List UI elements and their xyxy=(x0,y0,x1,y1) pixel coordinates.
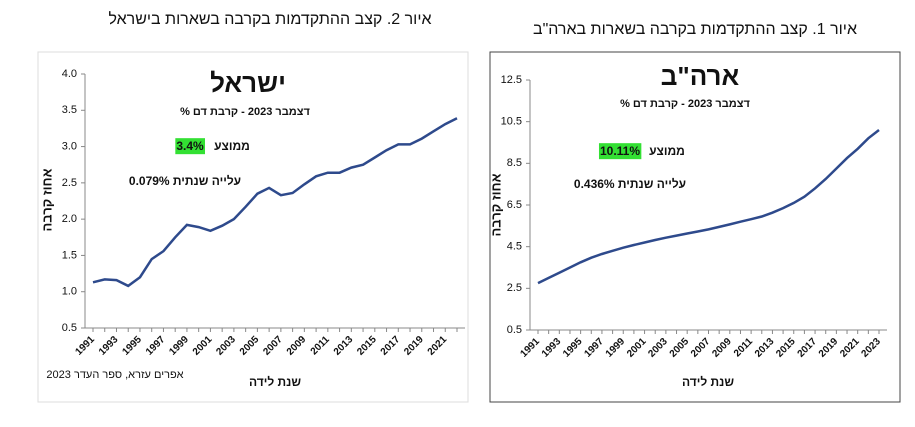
chart-title: ישראל xyxy=(210,68,286,98)
data-line xyxy=(537,129,880,285)
y-tick-label: 0.5 xyxy=(507,324,522,336)
x-tick-label: 2005 xyxy=(238,334,262,358)
y-tick-label: 1.5 xyxy=(62,249,77,261)
x-tick-label: 2009 xyxy=(710,336,734,360)
average-value: 3.4% xyxy=(176,139,204,153)
caption: איור 1. קצב ההתקדמות בקרבה בשארות בארה"ב xyxy=(533,21,857,38)
x-tick-label: 1999 xyxy=(604,336,628,360)
y-tick-label: 4.0 xyxy=(62,68,77,80)
y-tick-label: 6.5 xyxy=(507,199,522,211)
annual-growth: עלייה שנתית 0.436% xyxy=(574,177,686,191)
x-tick-label: 2009 xyxy=(285,334,309,358)
x-tick-label: 1991 xyxy=(518,336,542,360)
x-tick-label: 2021 xyxy=(426,334,450,358)
x-tick-label: 2001 xyxy=(625,336,649,360)
y-tick-label: 1.0 xyxy=(62,286,77,298)
x-tick-label: 1991 xyxy=(73,334,97,358)
x-tick-label: 2013 xyxy=(332,334,356,358)
y-tick-label: 2.5 xyxy=(62,177,77,189)
x-tick-label: 1997 xyxy=(582,336,606,360)
highlight xyxy=(175,138,206,155)
y-tick-label: 4.5 xyxy=(507,241,522,253)
y-axis-label: אחוז קרבה xyxy=(488,173,503,236)
x-tick-label: 2017 xyxy=(379,334,403,358)
y-tick-label: 2.5 xyxy=(507,282,522,294)
x-axis-label: שנת לידה xyxy=(682,375,734,389)
y-tick-label: 8.5 xyxy=(507,157,522,169)
chart-frame xyxy=(489,51,901,403)
x-tick-label: 2003 xyxy=(646,336,670,360)
average-label: ממוצע xyxy=(214,139,250,153)
average-value: 10.11% xyxy=(600,144,640,158)
x-tick-label: 2007 xyxy=(261,334,285,358)
y-tick-label: 3.5 xyxy=(62,104,77,116)
x-tick-label: 2015 xyxy=(774,336,798,360)
x-tick-label: 2021 xyxy=(838,336,862,360)
x-tick-label: 2005 xyxy=(668,336,692,360)
x-tick-label: 2015 xyxy=(355,334,379,358)
y-tick-label: 12.5 xyxy=(501,74,522,86)
caption: איור 2. קצב ההתקדמות בקרבה בשארות בישראל xyxy=(108,10,431,28)
annual-growth: עלייה שנתית 0.079% xyxy=(129,174,241,188)
x-tick-label: 2007 xyxy=(689,336,713,360)
x-tick-label: 2001 xyxy=(191,334,215,358)
x-tick-label: 2013 xyxy=(753,336,777,360)
average-label: ממוצע xyxy=(649,144,685,158)
x-tick-label: 2019 xyxy=(402,334,426,358)
x-tick-label: 2003 xyxy=(214,334,238,358)
x-axis-label: שנת לידה xyxy=(249,375,301,389)
x-tick-label: 1999 xyxy=(167,334,191,358)
y-tick-label: 0.5 xyxy=(62,322,77,334)
x-tick-label: 2019 xyxy=(817,336,841,360)
chart-title: ארה"ב xyxy=(661,61,740,91)
x-tick-label: 1993 xyxy=(97,334,121,358)
x-tick-label: 1995 xyxy=(561,336,585,360)
credit: אפרים עזרא, ספר העדר 2023 xyxy=(46,369,183,381)
chart-frame xyxy=(37,51,469,403)
x-tick-label: 2011 xyxy=(309,334,332,357)
subtitle: דצמבר 2023 - קרבת דם % xyxy=(620,98,750,110)
x-tick-label: 2023 xyxy=(859,336,883,360)
y-tick-label: 10.5 xyxy=(501,116,522,128)
x-tick-label: 1997 xyxy=(144,334,168,358)
y-tick-label: 3.0 xyxy=(62,140,77,152)
data-line xyxy=(92,117,458,288)
y-axis-label: אחוז קרבה xyxy=(39,168,54,231)
x-tick-label: 1993 xyxy=(540,336,564,360)
y-tick-label: 2.0 xyxy=(62,213,77,225)
x-tick-label: 2017 xyxy=(796,336,820,360)
highlight xyxy=(598,143,642,160)
x-tick-label: 1995 xyxy=(120,334,144,358)
x-tick-label: 2011 xyxy=(732,336,755,359)
subtitle: דצמבר 2023 - קרבת דם % xyxy=(180,106,310,118)
